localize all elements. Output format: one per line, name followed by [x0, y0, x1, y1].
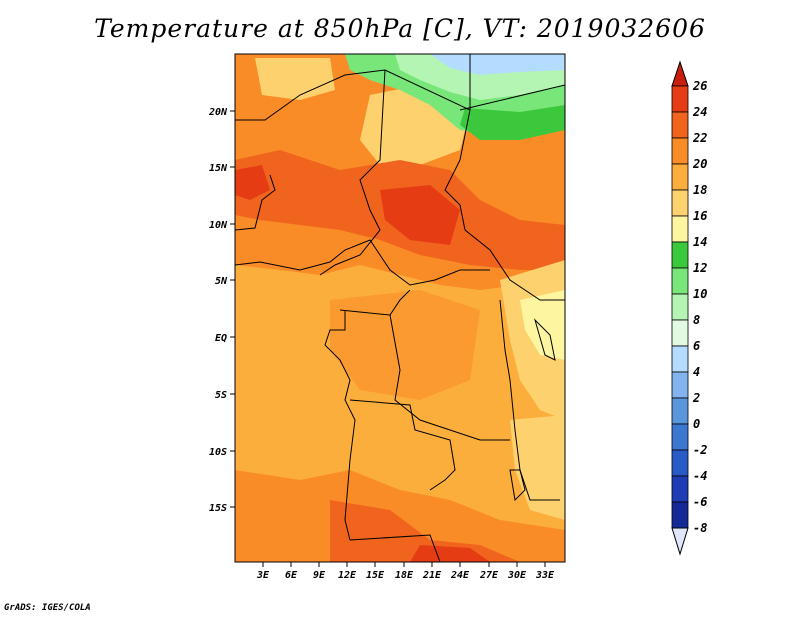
- colorbar-label: 20: [692, 157, 707, 171]
- colorbar-bin: [671, 215, 689, 243]
- colorbar-label: 6: [693, 339, 700, 353]
- colorbar-bin: [671, 345, 689, 373]
- colorbar-label: 26: [692, 79, 707, 93]
- colorbar-bin: [671, 501, 689, 529]
- lat-label: 5S: [215, 390, 227, 401]
- lat-label: 10N: [209, 220, 228, 231]
- colorbar-bin: [671, 449, 689, 477]
- band-16-18-south-east: [510, 415, 565, 520]
- colorbar-label: 24: [692, 105, 707, 119]
- band-22-24-south: [330, 500, 520, 562]
- colorbar-bin: [671, 137, 689, 165]
- lon-axis: 3E 6E 9E 12E 15E 18E 21E 24E 27E 30E 33E: [256, 562, 555, 581]
- lon-label: 18E: [395, 570, 414, 581]
- band-24-26-south: [410, 545, 490, 562]
- lon-label: 27E: [479, 570, 499, 581]
- colorbar-label: 14: [693, 235, 707, 249]
- lon-label: 21E: [422, 570, 442, 581]
- colorbar-bottom-arrow: [671, 527, 689, 556]
- colorbar-label: 10: [693, 287, 707, 301]
- band-12-14-libya: [460, 105, 565, 140]
- lon-label: 3E: [256, 570, 270, 581]
- colorbar-label: 4: [693, 365, 700, 379]
- colorbar-bin: [671, 111, 689, 139]
- colorbar-label: 12: [693, 261, 707, 275]
- colorbar-label: 18: [693, 183, 707, 197]
- band-4-6-north: [430, 54, 565, 75]
- lon-label: 24E: [450, 570, 470, 581]
- band-16-18-nw: [255, 58, 335, 100]
- colorbar-label: 2: [692, 391, 700, 405]
- lon-label: 30E: [507, 570, 527, 581]
- lat-label: 15N: [209, 163, 228, 174]
- lat-label: 10S: [209, 447, 227, 458]
- lat-label: EQ: [215, 333, 227, 344]
- grads-credit: GrADS: IGES/COLA: [4, 603, 91, 613]
- colorbar-bin: [671, 241, 689, 269]
- lat-label: 20N: [208, 107, 228, 118]
- colorbar-label: -8: [693, 521, 707, 535]
- band-20-22-congo: [330, 290, 480, 400]
- temperature-field: [235, 54, 565, 562]
- country-borders: [235, 54, 565, 562]
- band-24-26-core: [380, 185, 460, 245]
- colorbar-bin: [671, 189, 689, 217]
- colorbar-label: -2: [693, 443, 707, 457]
- chart-title: Temperature at 850hPa [C], VT: 201903260…: [94, 14, 706, 43]
- band-24-26-west: [235, 165, 270, 200]
- band-20-22-south: [235, 470, 565, 562]
- lat-axis: 20N 15N 10N 5N EQ 5S 10S 15S: [208, 107, 235, 514]
- colorbar-bin: [671, 163, 689, 191]
- colorbar-label: 8: [693, 313, 700, 327]
- colorbar-bin: [671, 267, 689, 295]
- colorbar-label: -6: [693, 495, 707, 509]
- colorbar-label: 22: [692, 131, 707, 145]
- lon-label: 9E: [313, 570, 326, 581]
- colorbar-bin: [671, 371, 689, 399]
- colorbar-label: 0: [693, 417, 700, 431]
- lat-label: 5N: [215, 276, 228, 287]
- colorbar-bin: [671, 293, 689, 321]
- lat-label: 15S: [209, 503, 227, 514]
- colorbar-label: 16: [693, 209, 707, 223]
- lon-label: 6E: [285, 570, 298, 581]
- colorbar-bin: [671, 85, 689, 113]
- lon-label: 33E: [535, 570, 555, 581]
- colorbar-top-arrow: [671, 60, 689, 87]
- colorbar-bin: [671, 319, 689, 347]
- colorbar-bin: [671, 423, 689, 451]
- lon-label: 15E: [366, 570, 385, 581]
- colorbar: 26 24 22 20 18 16 14 12 10 8 6 4 2 0 -2 …: [671, 60, 707, 556]
- colorbar-label: -4: [693, 469, 707, 483]
- map-frame: [234, 53, 566, 563]
- colorbar-bin: [671, 397, 689, 425]
- colorbar-bin: [671, 475, 689, 503]
- band-14-16-highlands: [520, 290, 565, 360]
- lon-label: 12E: [338, 570, 357, 581]
